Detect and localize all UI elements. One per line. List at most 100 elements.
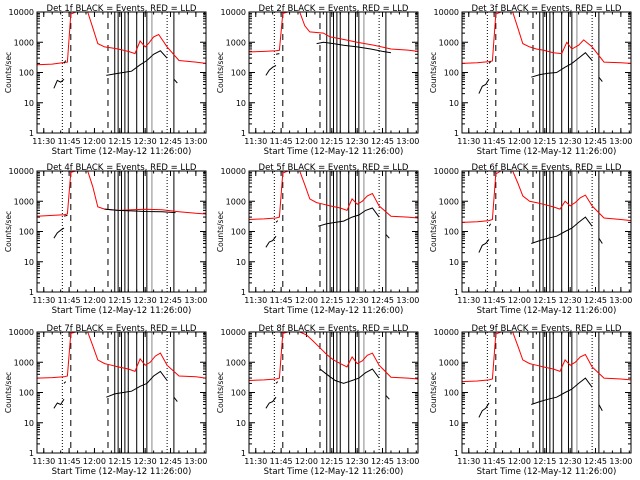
chart-title: Det 9f BLACK = Events, RED = LLD — [472, 324, 622, 334]
series-line-black — [63, 214, 68, 217]
chart-title: Det 1f BLACK = Events, RED = LLD — [47, 4, 197, 14]
chart-title: Det 5f BLACK = Events, RED = LLD — [259, 163, 409, 173]
x-tick-label: 12:45 — [584, 296, 607, 305]
x-tick-label: 11:30 — [457, 457, 480, 466]
series-line-black — [265, 235, 277, 248]
series-line-red — [37, 12, 206, 66]
x-tick-label: 11:45 — [270, 296, 293, 305]
y-tick-label: 10000 — [434, 167, 459, 176]
series-line-black — [275, 381, 279, 384]
chart-title: Det 2f BLACK = Events, RED = LLD — [259, 4, 409, 14]
y-axis-label: Counts/sec — [429, 372, 438, 413]
x-tick-label: 13:00 — [609, 457, 632, 466]
x-tick-label: 12:30 — [346, 296, 369, 305]
y-tick-label: 100 — [231, 228, 246, 237]
y-tick-label: 1000 — [14, 197, 34, 206]
y-tick-label: 10 — [449, 99, 459, 108]
series-line-black — [598, 404, 603, 411]
y-axis-label: Counts/sec — [216, 211, 225, 252]
y-tick-label: 1 — [241, 449, 246, 458]
x-tick-label: 12:45 — [584, 457, 607, 466]
y-tick-label: 10000 — [9, 8, 34, 17]
y-tick-label: 1000 — [226, 197, 246, 206]
series-line-black — [265, 65, 277, 76]
y-axis-label: Counts/sec — [4, 211, 13, 252]
x-axis-label: Start Time (12-May-12 11:26:00) — [264, 147, 404, 157]
x-tick-label: 12:30 — [346, 137, 369, 146]
series-line-black — [531, 377, 593, 405]
series-line-black — [104, 208, 176, 214]
chart-title: Det 4f BLACK = Events, RED = LLD — [47, 163, 197, 173]
y-tick-label: 1 — [29, 288, 34, 297]
series-line-black — [488, 61, 492, 64]
y-tick-label: 10000 — [221, 8, 246, 17]
x-tick-label: 11:30 — [457, 137, 480, 146]
y-tick-label: 10 — [236, 258, 246, 267]
x-tick-label: 11:30 — [244, 137, 267, 146]
series-line-red — [37, 171, 206, 217]
x-tick-label: 12:30 — [134, 296, 157, 305]
series-line-black — [265, 396, 277, 409]
x-tick-label: 12:45 — [159, 457, 182, 466]
y-tick-label: 100 — [19, 69, 34, 78]
plot-frame — [461, 331, 632, 454]
x-tick-label: 12:00 — [295, 457, 318, 466]
series-line-black — [106, 50, 168, 76]
y-tick-label: 1000 — [14, 38, 34, 47]
series-line-black — [478, 239, 490, 253]
detector-panel-7: 1 10 100 1000 10000 11:30 11:45 12:00 12:15 12:30… — [4, 324, 207, 477]
detector-panel-8: 1 10 100 1000 10000 11:30 11:45 12:00 12:15 12:30… — [216, 324, 419, 477]
series-line-black — [385, 395, 390, 400]
plot-frame — [36, 170, 207, 293]
x-tick-label: 12:00 — [295, 137, 318, 146]
x-tick-label: 12:30 — [134, 457, 157, 466]
x-tick-label: 12:15 — [533, 457, 556, 466]
x-tick-label: 12:45 — [371, 296, 394, 305]
y-tick-label: 1000 — [439, 197, 459, 206]
x-tick-label: 12:45 — [159, 296, 182, 305]
series-line-black — [173, 396, 178, 402]
series-line-black — [488, 384, 492, 388]
series-line-red — [249, 332, 418, 381]
plot-frame — [248, 11, 419, 134]
y-tick-label: 1 — [241, 288, 246, 297]
x-axis-label: Start Time (12-May-12 11:26:00) — [52, 467, 192, 477]
y-axis-label: Counts/sec — [4, 52, 13, 93]
detector-panel-4: 1 10 100 1000 10000 11:30 11:45 12:00 12:15 12:30… — [4, 163, 207, 316]
x-tick-label: 12:00 — [83, 457, 106, 466]
y-tick-label: 10 — [24, 258, 34, 267]
x-axis-label: Start Time (12-May-12 11:26:00) — [477, 306, 617, 316]
detector-panel-2: 1 10 100 1000 10000 11:30 11:45 12:00 12:15 12:30… — [216, 4, 419, 157]
x-axis-label: Start Time (12-May-12 11:26:00) — [264, 306, 404, 316]
x-tick-label: 11:30 — [457, 296, 480, 305]
x-tick-label: 11:45 — [58, 296, 81, 305]
y-tick-label: 10 — [24, 99, 34, 108]
series-line-black — [275, 53, 280, 55]
detector-panel-6: 1 10 100 1000 10000 11:30 11:45 12:00 12:15 12:30… — [429, 163, 632, 316]
y-tick-label: 1000 — [226, 38, 246, 47]
chart-title: Det 3f BLACK = Events, RED = LLD — [472, 4, 622, 14]
x-tick-label: 12:15 — [108, 457, 131, 466]
x-tick-label: 11:30 — [32, 457, 55, 466]
x-tick-label: 12:30 — [134, 137, 157, 146]
y-tick-label: 10000 — [9, 167, 34, 176]
series-line-black — [488, 223, 492, 227]
plot-frame — [248, 331, 419, 454]
y-tick-label: 100 — [231, 69, 246, 78]
detector-panel-3: 1 10 100 1000 10000 11:30 11:45 12:00 12:15 12:30… — [429, 4, 632, 157]
x-tick-label: 12:00 — [508, 137, 531, 146]
series-line-black — [319, 368, 380, 384]
x-tick-label: 13:00 — [184, 296, 207, 305]
y-tick-label: 1 — [454, 129, 459, 138]
y-tick-label: 100 — [444, 228, 459, 237]
y-tick-label: 10000 — [9, 328, 34, 337]
y-tick-label: 100 — [19, 228, 34, 237]
series-line-black — [106, 370, 168, 398]
y-tick-label: 100 — [19, 389, 34, 398]
y-tick-label: 1000 — [439, 358, 459, 367]
series-line-black — [531, 52, 593, 78]
x-tick-label: 11:30 — [244, 296, 267, 305]
x-tick-label: 12:00 — [83, 296, 106, 305]
x-tick-label: 11:45 — [483, 296, 506, 305]
